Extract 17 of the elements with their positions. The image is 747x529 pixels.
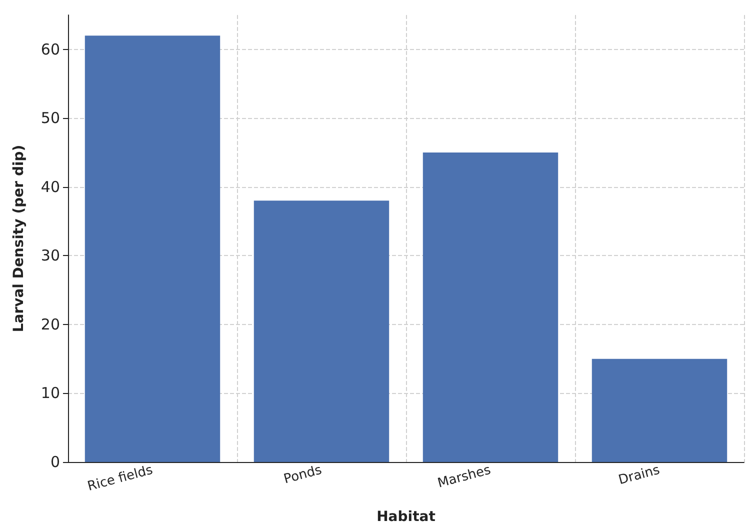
bar <box>84 36 220 462</box>
x-tick-label: Ponds <box>282 462 324 488</box>
bar <box>254 200 390 462</box>
bar <box>592 358 728 462</box>
y-axis-title: Larval Density (per dip) <box>11 144 27 332</box>
y-tick-label: 50 <box>40 109 60 128</box>
y-tick-label: 30 <box>40 246 60 265</box>
x-tick-label: Drains <box>617 462 662 488</box>
y-tick-label: 20 <box>40 315 60 334</box>
y-tick-label: 40 <box>40 178 60 196</box>
y-tick-label: 0 <box>50 453 60 471</box>
x-axis-title: Habitat <box>376 509 436 525</box>
x-tick-label: Marshes <box>436 462 493 492</box>
y-tick-label: 10 <box>40 384 60 402</box>
bar <box>422 152 558 462</box>
y-tick-label: 60 <box>40 40 60 58</box>
x-tick-label: Rice fields <box>86 462 155 495</box>
